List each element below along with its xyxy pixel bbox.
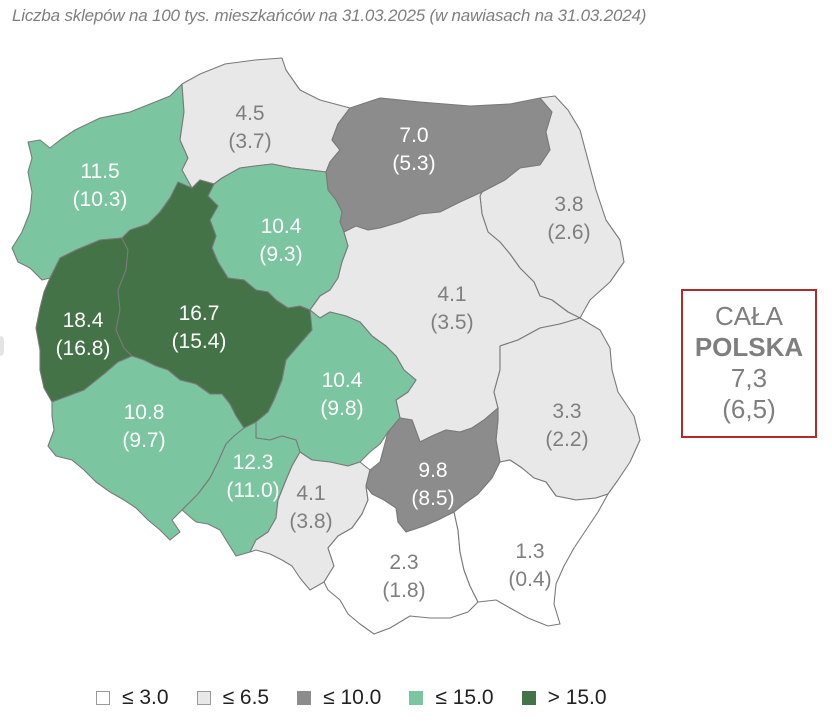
label-pomorskie-prev: (3.7): [228, 130, 271, 153]
label-malopolskie-value: 2.3: [389, 551, 418, 574]
label-dolnoslaskie-prev: (9.7): [122, 429, 165, 452]
label-lubuskie-prev: (16.8): [56, 337, 111, 360]
label-wielkopolskie-value: 16.7: [179, 302, 220, 325]
label-lodzkie-prev: (9.8): [320, 397, 363, 420]
legend-item-le-6-5: ≤ 6.5: [196, 686, 270, 710]
label-podlaskie-prev: (2.6): [547, 221, 590, 244]
label-dolnoslaskie-value: 10.8: [124, 401, 165, 424]
total-line1: CAŁA: [715, 301, 783, 331]
legend-label: ≤ 15.0: [435, 686, 494, 709]
legend-label: ≤ 10.0: [323, 686, 382, 709]
legend-swatch-white: [96, 691, 110, 705]
label-lubuskie-value: 18.4: [63, 309, 104, 332]
region-malopolskie[interactable]: [323, 485, 479, 635]
label-swietokrzyskie-prev: (8.5): [411, 487, 454, 510]
legend-label: ≤ 3.0: [122, 686, 169, 709]
label-mazowieckie-value: 4.1: [437, 283, 466, 306]
label-podlaskie-value: 3.8: [554, 193, 583, 216]
label-zachodniopomorskie-value: 11.5: [80, 160, 119, 183]
label-slaskie-value: 4.1: [296, 482, 325, 505]
legend-swatch-lightgreen: [409, 691, 424, 705]
label-kujawsko-pomorskie-value: 10.4: [261, 215, 302, 238]
label-warminsko-mazurskie-value: 7.0: [399, 124, 428, 147]
legend-label: > 15.0: [547, 686, 607, 709]
label-opolskie-prev: (11.0): [226, 479, 279, 502]
national-total-box: CAŁA POLSKA 7,3 (6,5): [681, 289, 817, 438]
legend-item-le-15: ≤ 15.0: [409, 686, 494, 710]
label-zachodniopomorskie-prev: (10.3): [73, 188, 128, 211]
label-pomorskie-value: 4.5: [235, 102, 264, 125]
label-swietokrzyskie-value: 9.8: [418, 459, 447, 482]
legend-item-le-3: ≤ 3.0: [96, 686, 169, 710]
label-podkarpackie-prev: (0.4): [508, 568, 551, 591]
label-warminsko-mazurskie-prev: (5.3): [392, 152, 435, 175]
label-wielkopolskie-prev: (15.4): [172, 330, 227, 353]
legend-swatch-darkgreen: [521, 691, 536, 705]
label-slaskie-prev: (3.8): [289, 510, 332, 533]
map-title: Liczba sklepów na 100 tys. mieszkańców n…: [12, 6, 647, 25]
total-line2: POLSKA: [694, 332, 804, 362]
legend: ≤ 3.0 ≤ 6.5 ≤ 10.0 ≤ 15.0 > 15.0: [96, 686, 635, 710]
total-value: 7,3: [730, 363, 768, 393]
total-prev: (6,5): [722, 394, 776, 424]
poland-map: 11.5 (10.3) 4.5 (3.7) 7.0 (5.3) 3.8 (2.6…: [11, 57, 641, 635]
label-lubelskie-value: 3.3: [552, 400, 581, 423]
label-podkarpackie-value: 1.3: [515, 540, 544, 563]
label-kujawsko-pomorskie-prev: (9.3): [259, 243, 302, 266]
legend-swatch-lightgray: [196, 691, 211, 705]
label-lodzkie-value: 10.4: [322, 369, 363, 392]
label-malopolskie-prev: (1.8): [382, 579, 425, 602]
region-slaskie[interactable]: [249, 451, 371, 591]
legend-item-gt-15: > 15.0: [521, 686, 607, 710]
label-mazowieckie-prev: (3.5): [430, 311, 473, 334]
legend-item-le-10: ≤ 10.0: [297, 686, 381, 710]
legend-label: ≤ 6.5: [222, 686, 270, 709]
edge-mark: [0, 336, 4, 356]
region-podkarpackie[interactable]: [453, 459, 609, 627]
label-opolskie-value: 12.3: [233, 451, 274, 474]
label-lubelskie-prev: (2.2): [545, 428, 588, 451]
legend-swatch-gray: [297, 691, 312, 705]
